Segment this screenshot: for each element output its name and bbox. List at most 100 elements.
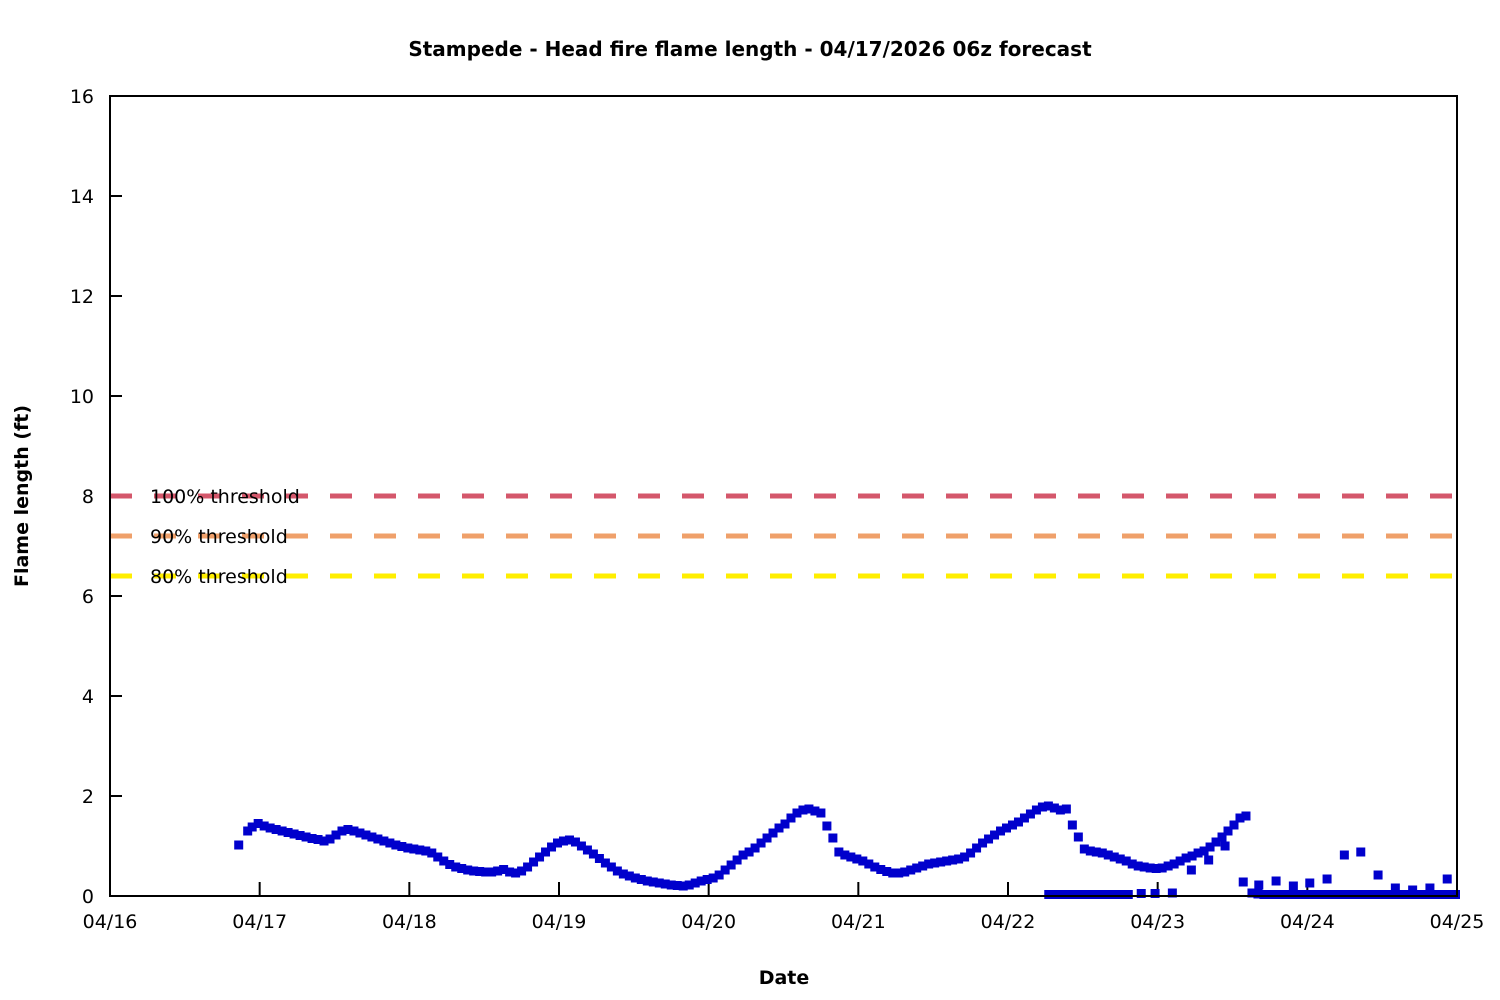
data-point-marker	[1322, 874, 1332, 884]
x-axis-ticks: 04/16 04/17 04/18 04/19 04/20 04/21 04/22 04/23…	[83, 882, 1484, 933]
data-point-marker	[936, 857, 946, 867]
data-point-marker	[582, 845, 592, 855]
data-point-marker	[469, 866, 479, 876]
data-point-marker	[732, 855, 742, 865]
data-point-marker	[930, 858, 940, 868]
data-point-marker	[409, 844, 419, 854]
x-tick-label: 04/17	[232, 911, 287, 933]
data-point-marker	[576, 841, 586, 851]
data-point-marker	[1288, 881, 1298, 891]
data-point-marker	[840, 850, 850, 860]
data-point-marker	[960, 852, 970, 862]
data-point-marker	[894, 868, 904, 878]
y-tick-label: 0	[82, 886, 94, 908]
data-point-marker	[1313, 890, 1323, 899]
data-point-marker	[1391, 890, 1401, 899]
data-point-marker	[1385, 890, 1395, 899]
data-point-marker	[714, 870, 724, 880]
data-point-marker	[385, 838, 395, 848]
data-point-marker	[954, 854, 964, 864]
data-point-marker	[1123, 890, 1133, 899]
data-point-marker	[786, 813, 796, 823]
data-point-marker	[624, 871, 634, 881]
data-point-marker	[379, 836, 389, 846]
data-point-marker	[1408, 885, 1418, 895]
data-point-marker	[900, 867, 910, 877]
data-point-marker	[499, 865, 509, 874]
data-point-marker	[397, 842, 407, 851]
data-point-marker	[726, 860, 736, 870]
data-point-marker	[744, 847, 754, 857]
data-point-marker	[1265, 890, 1275, 899]
data-point-marker	[780, 819, 790, 829]
data-point-marker	[972, 843, 982, 853]
data-point-marker	[1277, 890, 1287, 899]
x-tick-label: 04/21	[831, 911, 886, 933]
data-point-marker	[253, 819, 263, 828]
data-point-marker	[948, 855, 958, 865]
data-point-marker	[337, 826, 347, 836]
data-point-marker	[1167, 888, 1177, 898]
data-point-marker	[1205, 842, 1215, 852]
data-point-marker	[1451, 890, 1460, 899]
data-point-marker	[391, 840, 401, 850]
data-point-marker	[1305, 878, 1315, 888]
y-tick-label: 16	[70, 86, 94, 108]
data-point-marker	[852, 854, 862, 864]
data-point-marker	[1073, 832, 1083, 842]
y-axis-ticks: 0 2 4 6 8 10 12 14 16	[70, 86, 122, 908]
data-point-marker	[355, 828, 365, 838]
data-point-marker	[1403, 890, 1413, 899]
x-tick-label: 04/22	[981, 911, 1036, 933]
data-point-marker	[1390, 883, 1400, 893]
data-point-marker	[529, 857, 539, 867]
data-point-marker	[1061, 804, 1071, 814]
data-point-marker	[487, 867, 497, 877]
data-point-marker	[792, 808, 802, 818]
data-point-marker	[1229, 820, 1239, 830]
threshold-label: 100% threshold	[150, 486, 300, 508]
data-point-marker	[271, 825, 281, 834]
data-point-marker	[1271, 890, 1281, 899]
data-point-marker	[834, 847, 844, 857]
data-point-marker	[918, 861, 928, 871]
x-tick-label: 04/16	[83, 911, 138, 933]
data-point-marker	[1254, 880, 1264, 890]
data-point-marker	[1325, 890, 1335, 899]
data-point-marker	[1425, 883, 1435, 893]
data-point-marker	[439, 856, 449, 866]
data-point-marker	[672, 881, 682, 890]
data-point-marker	[924, 859, 934, 869]
data-point-marker	[660, 879, 670, 889]
data-point-marker	[1037, 802, 1047, 812]
data-point-marker	[906, 865, 916, 875]
data-point-marker	[1433, 890, 1443, 899]
x-axis-title: Date	[759, 967, 810, 989]
data-point-marker	[816, 808, 826, 818]
data-point-marker	[1204, 855, 1214, 865]
data-point-marker	[1373, 890, 1383, 899]
data-point-marker	[1367, 890, 1377, 899]
y-tick-label: 14	[70, 186, 94, 208]
data-point-marker	[738, 850, 748, 860]
data-point-marker	[307, 834, 317, 843]
data-point-marker	[1157, 863, 1167, 873]
data-point-marker	[1283, 890, 1293, 899]
data-point-marker	[1151, 864, 1161, 873]
data-point-marker	[1019, 813, 1029, 823]
data-point-marker	[1067, 820, 1077, 830]
data-point-marker	[1097, 848, 1107, 858]
y-tick-label: 4	[82, 686, 94, 708]
data-point-marker	[912, 863, 922, 873]
data-point-marker	[1247, 888, 1257, 898]
data-point-marker	[678, 881, 688, 891]
y-tick-label: 2	[82, 786, 94, 808]
data-point-marker	[1181, 853, 1191, 863]
data-point-marker	[1002, 823, 1011, 833]
data-point-marker	[1025, 809, 1035, 819]
data-point-marker	[1259, 890, 1269, 899]
data-point-marker	[720, 865, 730, 875]
data-point-marker	[1238, 877, 1248, 887]
y-tick-label: 6	[82, 586, 94, 608]
